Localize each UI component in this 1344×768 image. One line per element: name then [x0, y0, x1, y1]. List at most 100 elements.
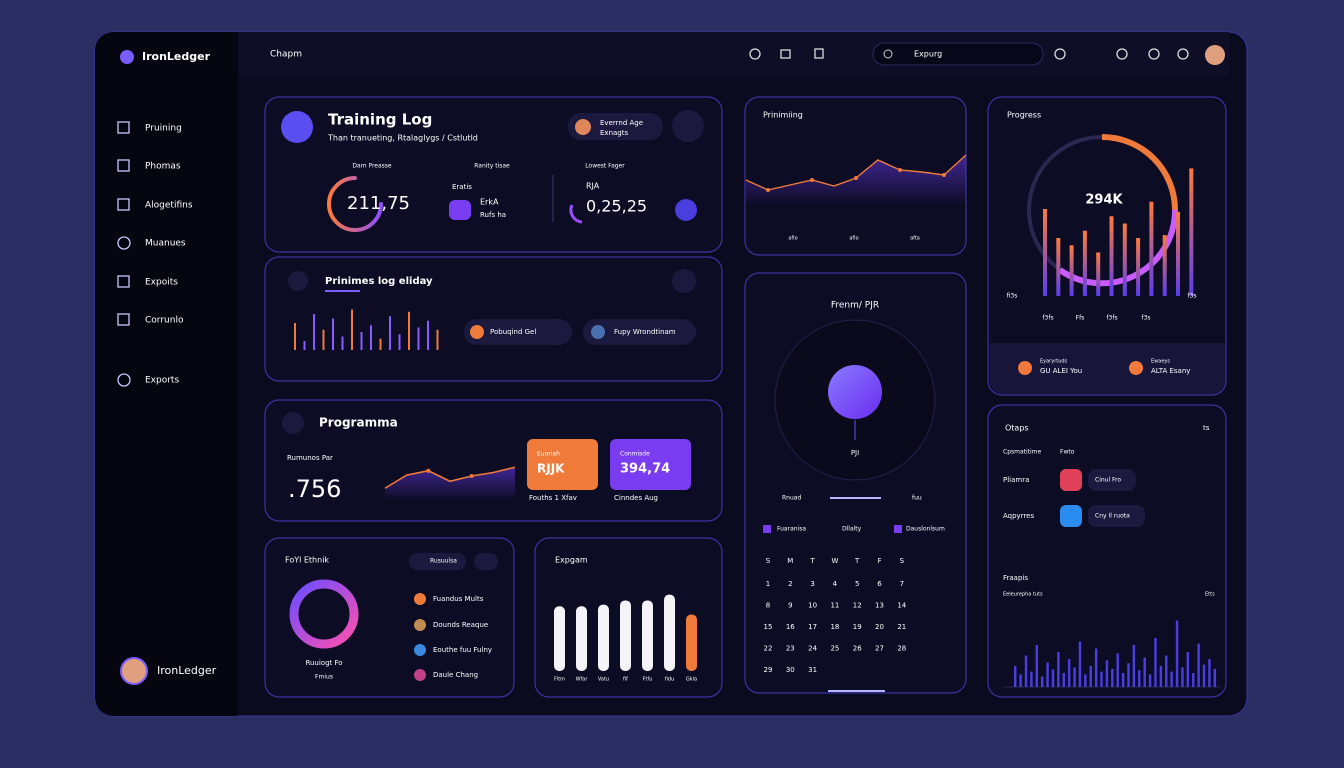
- chart-title: Fraapis: [1003, 574, 1028, 582]
- tile[interactable]: [610, 439, 691, 490]
- icon-button[interactable]: [282, 412, 304, 434]
- bar: [1148, 674, 1152, 687]
- subtitle: Than tranueting, Rtalaglygs / Cstlutld: [327, 134, 478, 143]
- pill[interactable]: [464, 319, 572, 345]
- day[interactable]: 3: [810, 580, 814, 588]
- bar: [1176, 211, 1180, 296]
- tile-value: RJJK: [537, 462, 565, 476]
- day[interactable]: 10: [808, 602, 817, 610]
- icon-button[interactable]: [672, 269, 696, 293]
- day[interactable]: 8: [766, 602, 770, 610]
- pill-label[interactable]: Cny Il ruota: [1095, 513, 1130, 520]
- day[interactable]: 30: [786, 666, 795, 674]
- day[interactable]: 7: [900, 580, 904, 588]
- day[interactable]: 28: [897, 645, 906, 653]
- day[interactable]: 25: [830, 645, 839, 653]
- x-label: Gkla: [686, 677, 697, 683]
- x-label: fif: [623, 677, 628, 683]
- bar: [1116, 653, 1119, 687]
- search-box[interactable]: [872, 42, 1044, 66]
- nav-item[interactable]: Pruining: [145, 124, 182, 134]
- day[interactable]: 13: [875, 602, 884, 610]
- list-dots: [414, 593, 426, 681]
- user-avatar[interactable]: [120, 657, 148, 685]
- phone-center: PJI: [851, 449, 859, 457]
- person-top: Eyaryrtuds: [1040, 359, 1068, 365]
- day[interactable]: 19: [853, 623, 862, 631]
- day[interactable]: 27: [875, 645, 884, 653]
- bar: [398, 334, 401, 350]
- day[interactable]: 5: [855, 580, 859, 588]
- day[interactable]: 20: [875, 623, 884, 631]
- bar: [1014, 666, 1017, 687]
- bar: [1082, 230, 1087, 296]
- ring-sub: Fmius: [315, 674, 333, 681]
- avatar[interactable]: [1205, 45, 1225, 65]
- bar: [370, 325, 372, 350]
- person-avatar: [1129, 361, 1143, 375]
- day[interactable]: 17: [808, 623, 817, 631]
- nav-item[interactable]: Muanues: [145, 239, 186, 249]
- day[interactable]: 23: [786, 645, 795, 653]
- bar: [427, 320, 429, 350]
- day[interactable]: 15: [764, 623, 773, 631]
- nav-item[interactable]: Corrunlo: [145, 316, 184, 326]
- bar: [408, 311, 410, 350]
- nav-item[interactable]: Exports: [145, 376, 179, 386]
- day[interactable]: 29: [764, 666, 773, 674]
- phone-title: Frenm/ PJR: [831, 301, 879, 311]
- action-button[interactable]: [672, 110, 704, 142]
- pill-label[interactable]: Rusuulsa: [430, 558, 457, 565]
- tile-top: Euoriah: [537, 451, 560, 458]
- weekday: T: [854, 557, 860, 565]
- bar: [313, 314, 315, 350]
- pill-label[interactable]: Cinul Fro: [1095, 477, 1121, 484]
- list-item: Dounds Reaque: [433, 621, 488, 629]
- badge-sub: Exnagts: [600, 129, 628, 137]
- weekday: W: [831, 557, 838, 565]
- point: [942, 173, 946, 177]
- pill[interactable]: [583, 319, 696, 345]
- day[interactable]: 1: [766, 580, 770, 588]
- pill-label[interactable]: Fupy Wrondtinam: [614, 328, 676, 336]
- back-button[interactable]: [288, 271, 308, 291]
- training-icon: [281, 111, 313, 143]
- day[interactable]: 26: [853, 645, 862, 653]
- nav-item[interactable]: Alogetifins: [145, 201, 193, 211]
- legend-label: Dllalty: [842, 526, 862, 533]
- day[interactable]: 4: [833, 580, 838, 588]
- day[interactable]: 9: [788, 602, 792, 610]
- day[interactable]: 22: [764, 645, 773, 653]
- x-label: Fltm: [554, 677, 565, 683]
- nav-item[interactable]: Phomas: [145, 162, 181, 172]
- card-title: Progress: [1007, 111, 1041, 120]
- pill[interactable]: [474, 553, 498, 570]
- day[interactable]: 6: [877, 580, 882, 588]
- stat-button[interactable]: [675, 199, 697, 221]
- chart-corner: Etts: [1205, 592, 1215, 598]
- day[interactable]: 31: [808, 666, 817, 674]
- bar: [1122, 223, 1127, 296]
- topbar-icons: [749, 48, 1189, 60]
- card-title: Programma: [319, 416, 398, 430]
- column-label: Cpsmatitime: [1003, 449, 1042, 456]
- day[interactable]: 21: [897, 623, 906, 631]
- person-top: Ewaeys: [1151, 359, 1170, 365]
- pill[interactable]: [1088, 505, 1145, 527]
- day[interactable]: 14: [897, 602, 906, 610]
- pill[interactable]: [1088, 469, 1136, 491]
- badge[interactable]: [568, 113, 663, 140]
- nav-item[interactable]: Expoits: [145, 278, 178, 288]
- day[interactable]: 11: [830, 602, 839, 610]
- day[interactable]: 24: [808, 645, 817, 653]
- day[interactable]: 12: [853, 602, 862, 610]
- day[interactable]: 16: [786, 623, 795, 631]
- pill[interactable]: [409, 553, 466, 570]
- day[interactable]: 18: [830, 623, 839, 631]
- weekday: S: [766, 557, 771, 565]
- tile[interactable]: [527, 439, 598, 490]
- pill-label[interactable]: Pobuqind Gel: [490, 328, 536, 336]
- row-label: Pliamra: [1003, 476, 1029, 484]
- progress-center: 294K: [1085, 193, 1123, 208]
- day[interactable]: 2: [788, 580, 792, 588]
